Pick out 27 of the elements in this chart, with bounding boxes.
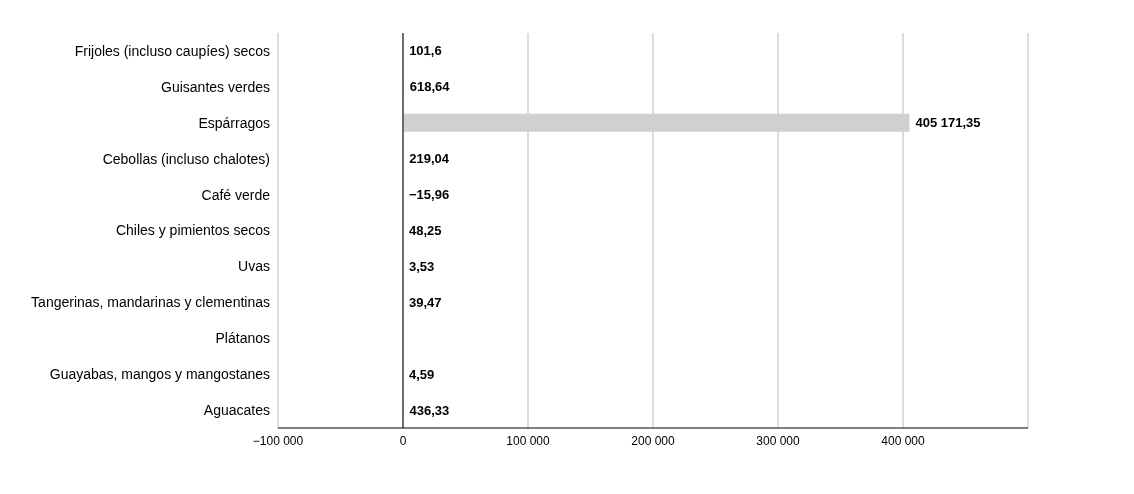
x-tick-label: 200 000 [631,433,676,448]
data-label: 436,33 [409,402,450,418]
data-label: 39,47 [409,294,442,310]
data-label: 219,04 [409,151,450,167]
y-tick-label: Café verde [201,186,271,203]
y-tick-label: Cebollas (incluso chalotes) [102,150,270,167]
data-label: 48,25 [409,223,442,239]
data-label: 101,6 [409,43,442,59]
x-tick-label: 300 000 [756,433,801,448]
y-tick-label: Uvas [238,258,270,275]
y-tick-label: Chiles y pimientos secos [115,222,270,239]
y-tick-label: Guayabas, mangos y mangostanes [49,366,270,383]
y-tick-label: Plátanos [215,330,270,347]
x-tick-label: 400 000 [881,433,926,448]
x-tick-label: −100 000 [252,433,304,448]
y-tick-label: Tangerinas, mandarinas y clementinas [31,294,270,311]
x-tick-label: 100 000 [506,433,551,448]
y-tick-label: Guisantes verdes [161,78,270,95]
x-tick-label: 0 [399,433,407,448]
y-tick-label: Espárragos [198,114,270,131]
data-label: 405 171,35 [915,115,981,131]
data-label: 3,53 [409,258,435,274]
y-tick-label: Frijoles (incluso caupíes) secos [74,42,270,59]
y-tick-label: Aguacates [203,402,270,419]
data-label: 4,59 [409,366,435,382]
data-label: −15,96 [409,187,450,203]
data-label: 618,64 [409,79,451,95]
